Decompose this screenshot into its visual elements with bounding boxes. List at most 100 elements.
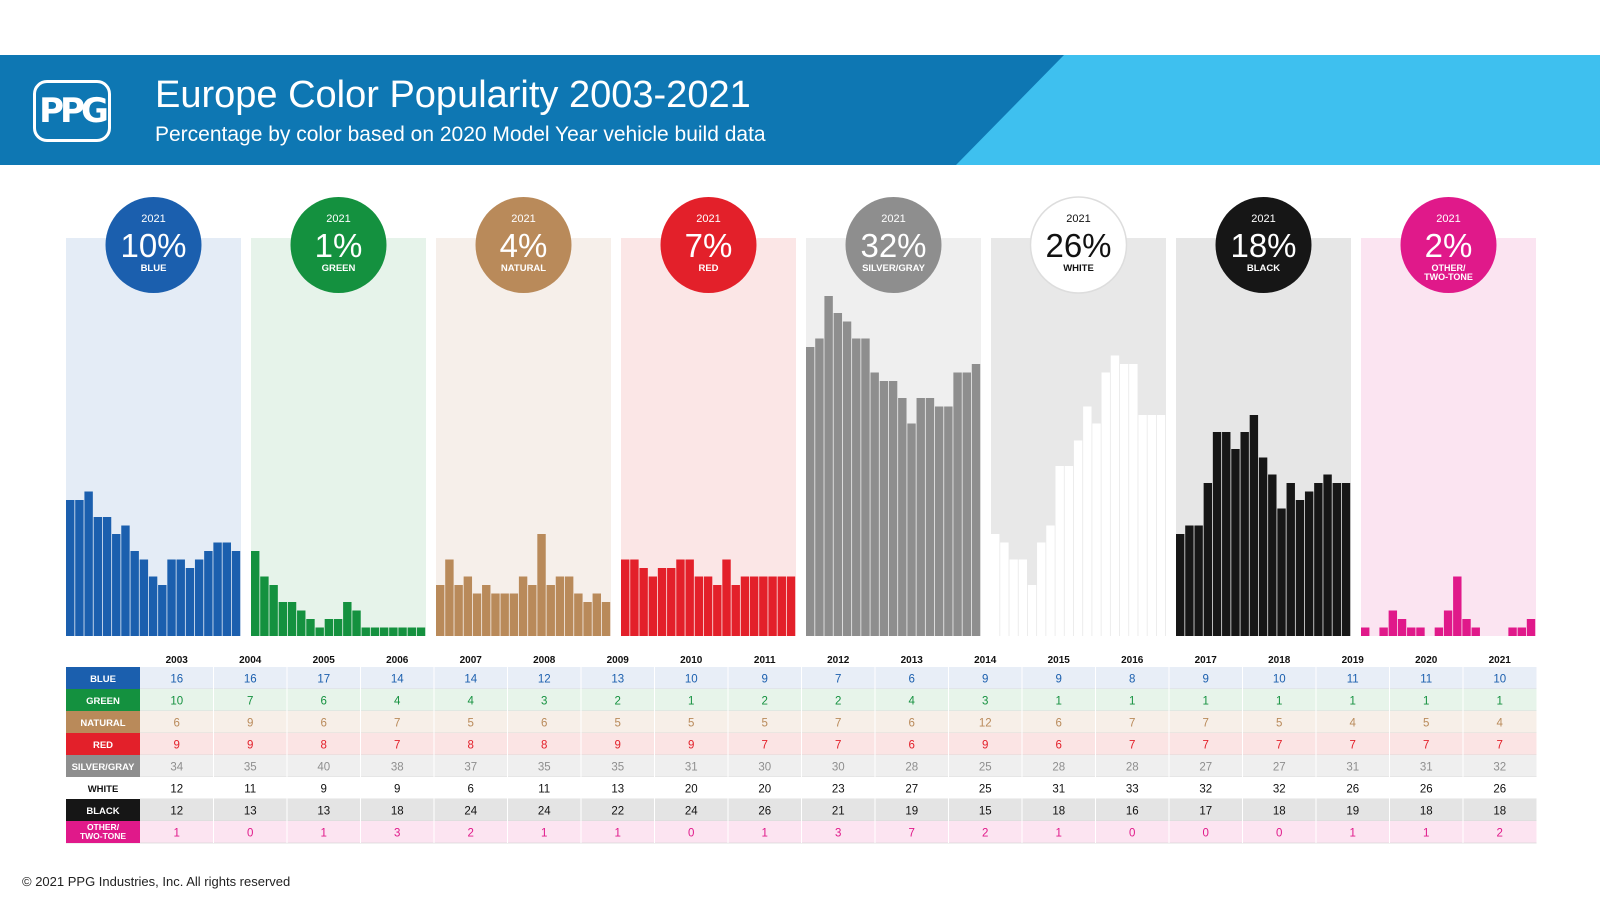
table-cell-natural-2007: 5	[468, 718, 474, 730]
badge-black	[1215, 197, 1312, 293]
table-label-cell-green	[66, 689, 140, 711]
table-cell-white-2010: 20	[685, 784, 698, 796]
bar-natural-2018	[574, 593, 583, 636]
bar-black-2009	[1231, 449, 1240, 636]
bar-green-2011	[324, 619, 334, 636]
table-cell-blue-2008: 12	[538, 674, 551, 686]
table-cell-natural-2012: 7	[835, 718, 841, 730]
badge-label-other-two-tone: OTHER/	[1431, 263, 1466, 273]
badge-year-red: 2021	[696, 213, 720, 225]
bar-other-two-tone-2007	[1397, 619, 1407, 636]
bar-white-2007	[1027, 585, 1037, 636]
bar-other-two-tone-2014	[1462, 619, 1471, 636]
badge-label-other-two-tone: TWO-TONE	[1424, 272, 1473, 282]
table-cell-green-2012: 2	[835, 696, 841, 708]
bar-silver-gray-2012	[888, 381, 898, 636]
page-title: Europe Color Popularity 2003-2021	[155, 74, 751, 116]
bar-green-2016	[370, 627, 380, 636]
table-label-black: BLACK	[86, 806, 119, 817]
bar-black-2006	[1203, 483, 1213, 636]
bar-natural-2013	[528, 585, 537, 636]
table-label-cell-silver-gray	[66, 755, 140, 777]
table-cell-green-2016: 1	[1129, 696, 1135, 708]
table-cell-red-2019: 7	[1350, 740, 1356, 752]
bar-silver-gray-2021	[971, 364, 981, 636]
table-cell-blue-2019: 11	[1347, 674, 1359, 686]
bar-red-2010	[685, 559, 694, 636]
bar-blue-2018	[204, 551, 213, 636]
table-cell-green-2011: 2	[762, 696, 768, 708]
table-cell-white-2005: 9	[321, 784, 327, 796]
badge-label-white: WHITE	[1063, 263, 1094, 274]
bar-blue-2020	[222, 542, 231, 636]
bar-red-2018	[759, 576, 768, 636]
panel-other-two-tone	[1361, 238, 1536, 636]
table-cell-blue-2015: 9	[1056, 674, 1062, 686]
table-cell-natural-2010: 5	[688, 718, 694, 730]
bar-silver-gray-2006	[833, 313, 843, 636]
table-cell-red-2005: 8	[321, 740, 327, 752]
table-cell-silver-gray-2019: 31	[1346, 762, 1359, 774]
table-cell-other-two-tone-2008: 1	[541, 828, 547, 840]
bar-natural-2019	[583, 602, 592, 636]
table-cell-red-2004: 9	[247, 740, 253, 752]
bar-white-2018	[1129, 364, 1138, 636]
table-cell-white-2013: 27	[905, 784, 918, 796]
bar-black-2007	[1212, 432, 1222, 636]
bar-red-2016	[740, 576, 750, 636]
bar-red-2005	[639, 568, 648, 636]
bar-white-2005	[1009, 559, 1018, 636]
bar-white-2016	[1110, 355, 1120, 636]
bar-green-2021	[416, 627, 426, 636]
table-cell-silver-gray-2015: 28	[1052, 762, 1065, 774]
bar-blue-2008	[112, 534, 121, 636]
bar-black-2014	[1277, 508, 1286, 636]
bar-natural-2005	[454, 585, 463, 636]
bar-other-two-tone-2011	[1434, 627, 1444, 636]
bar-silver-gray-2014	[907, 423, 916, 636]
bar-white-2012	[1073, 440, 1083, 636]
table-year-header: 2017	[1195, 655, 1218, 666]
table-year-header: 2014	[974, 655, 997, 666]
table-cell-other-two-tone-2021: 2	[1497, 828, 1503, 840]
table-cell-green-2010: 1	[688, 696, 694, 708]
table-year-header: 2008	[533, 655, 556, 666]
badge-blue	[105, 197, 202, 293]
bar-natural-2012	[518, 576, 528, 636]
bar-blue-2016	[185, 568, 195, 636]
bar-green-2005	[269, 585, 278, 636]
bar-green-2015	[361, 627, 370, 636]
table-cell-red-2007: 8	[468, 740, 474, 752]
table-cell-blue-2006: 14	[391, 674, 404, 686]
table-cell-natural-2015: 6	[1056, 718, 1062, 730]
table-row-white	[140, 777, 1537, 799]
bar-black-2011	[1249, 415, 1259, 636]
bar-green-2004	[260, 576, 269, 636]
bar-black-2015	[1286, 483, 1295, 636]
table-cell-silver-gray-2017: 27	[1199, 762, 1212, 774]
table-cell-silver-gray-2016: 28	[1126, 762, 1139, 774]
bar-green-2017	[379, 627, 389, 636]
banner-background	[0, 55, 1600, 165]
table-label-white: WHITE	[88, 784, 119, 795]
table-cell-silver-gray-2008: 35	[538, 762, 551, 774]
table-cell-black-2005: 13	[317, 806, 330, 818]
bar-blue-2006	[93, 517, 103, 636]
bar-red-2019	[768, 576, 777, 636]
table-cell-green-2009: 2	[615, 696, 621, 708]
table-cell-blue-2011: 9	[762, 674, 768, 686]
bar-blue-2017	[194, 559, 204, 636]
bar-silver-gray-2017	[934, 406, 944, 636]
table-cell-other-two-tone-2019: 1	[1350, 828, 1356, 840]
table-cell-white-2003: 12	[170, 784, 183, 796]
table-year-header: 2019	[1342, 655, 1365, 666]
bar-silver-gray-2016	[925, 398, 935, 636]
table-cell-black-2007: 24	[464, 806, 477, 818]
bar-red-2020	[777, 576, 786, 636]
bar-red-2003	[621, 559, 630, 636]
table-cell-green-2003: 10	[170, 696, 183, 708]
badge-year-other-two-tone: 2021	[1436, 213, 1460, 225]
table-cell-white-2006: 9	[394, 784, 400, 796]
bar-red-2015	[731, 585, 740, 636]
table-label-cell-blue	[66, 667, 140, 689]
